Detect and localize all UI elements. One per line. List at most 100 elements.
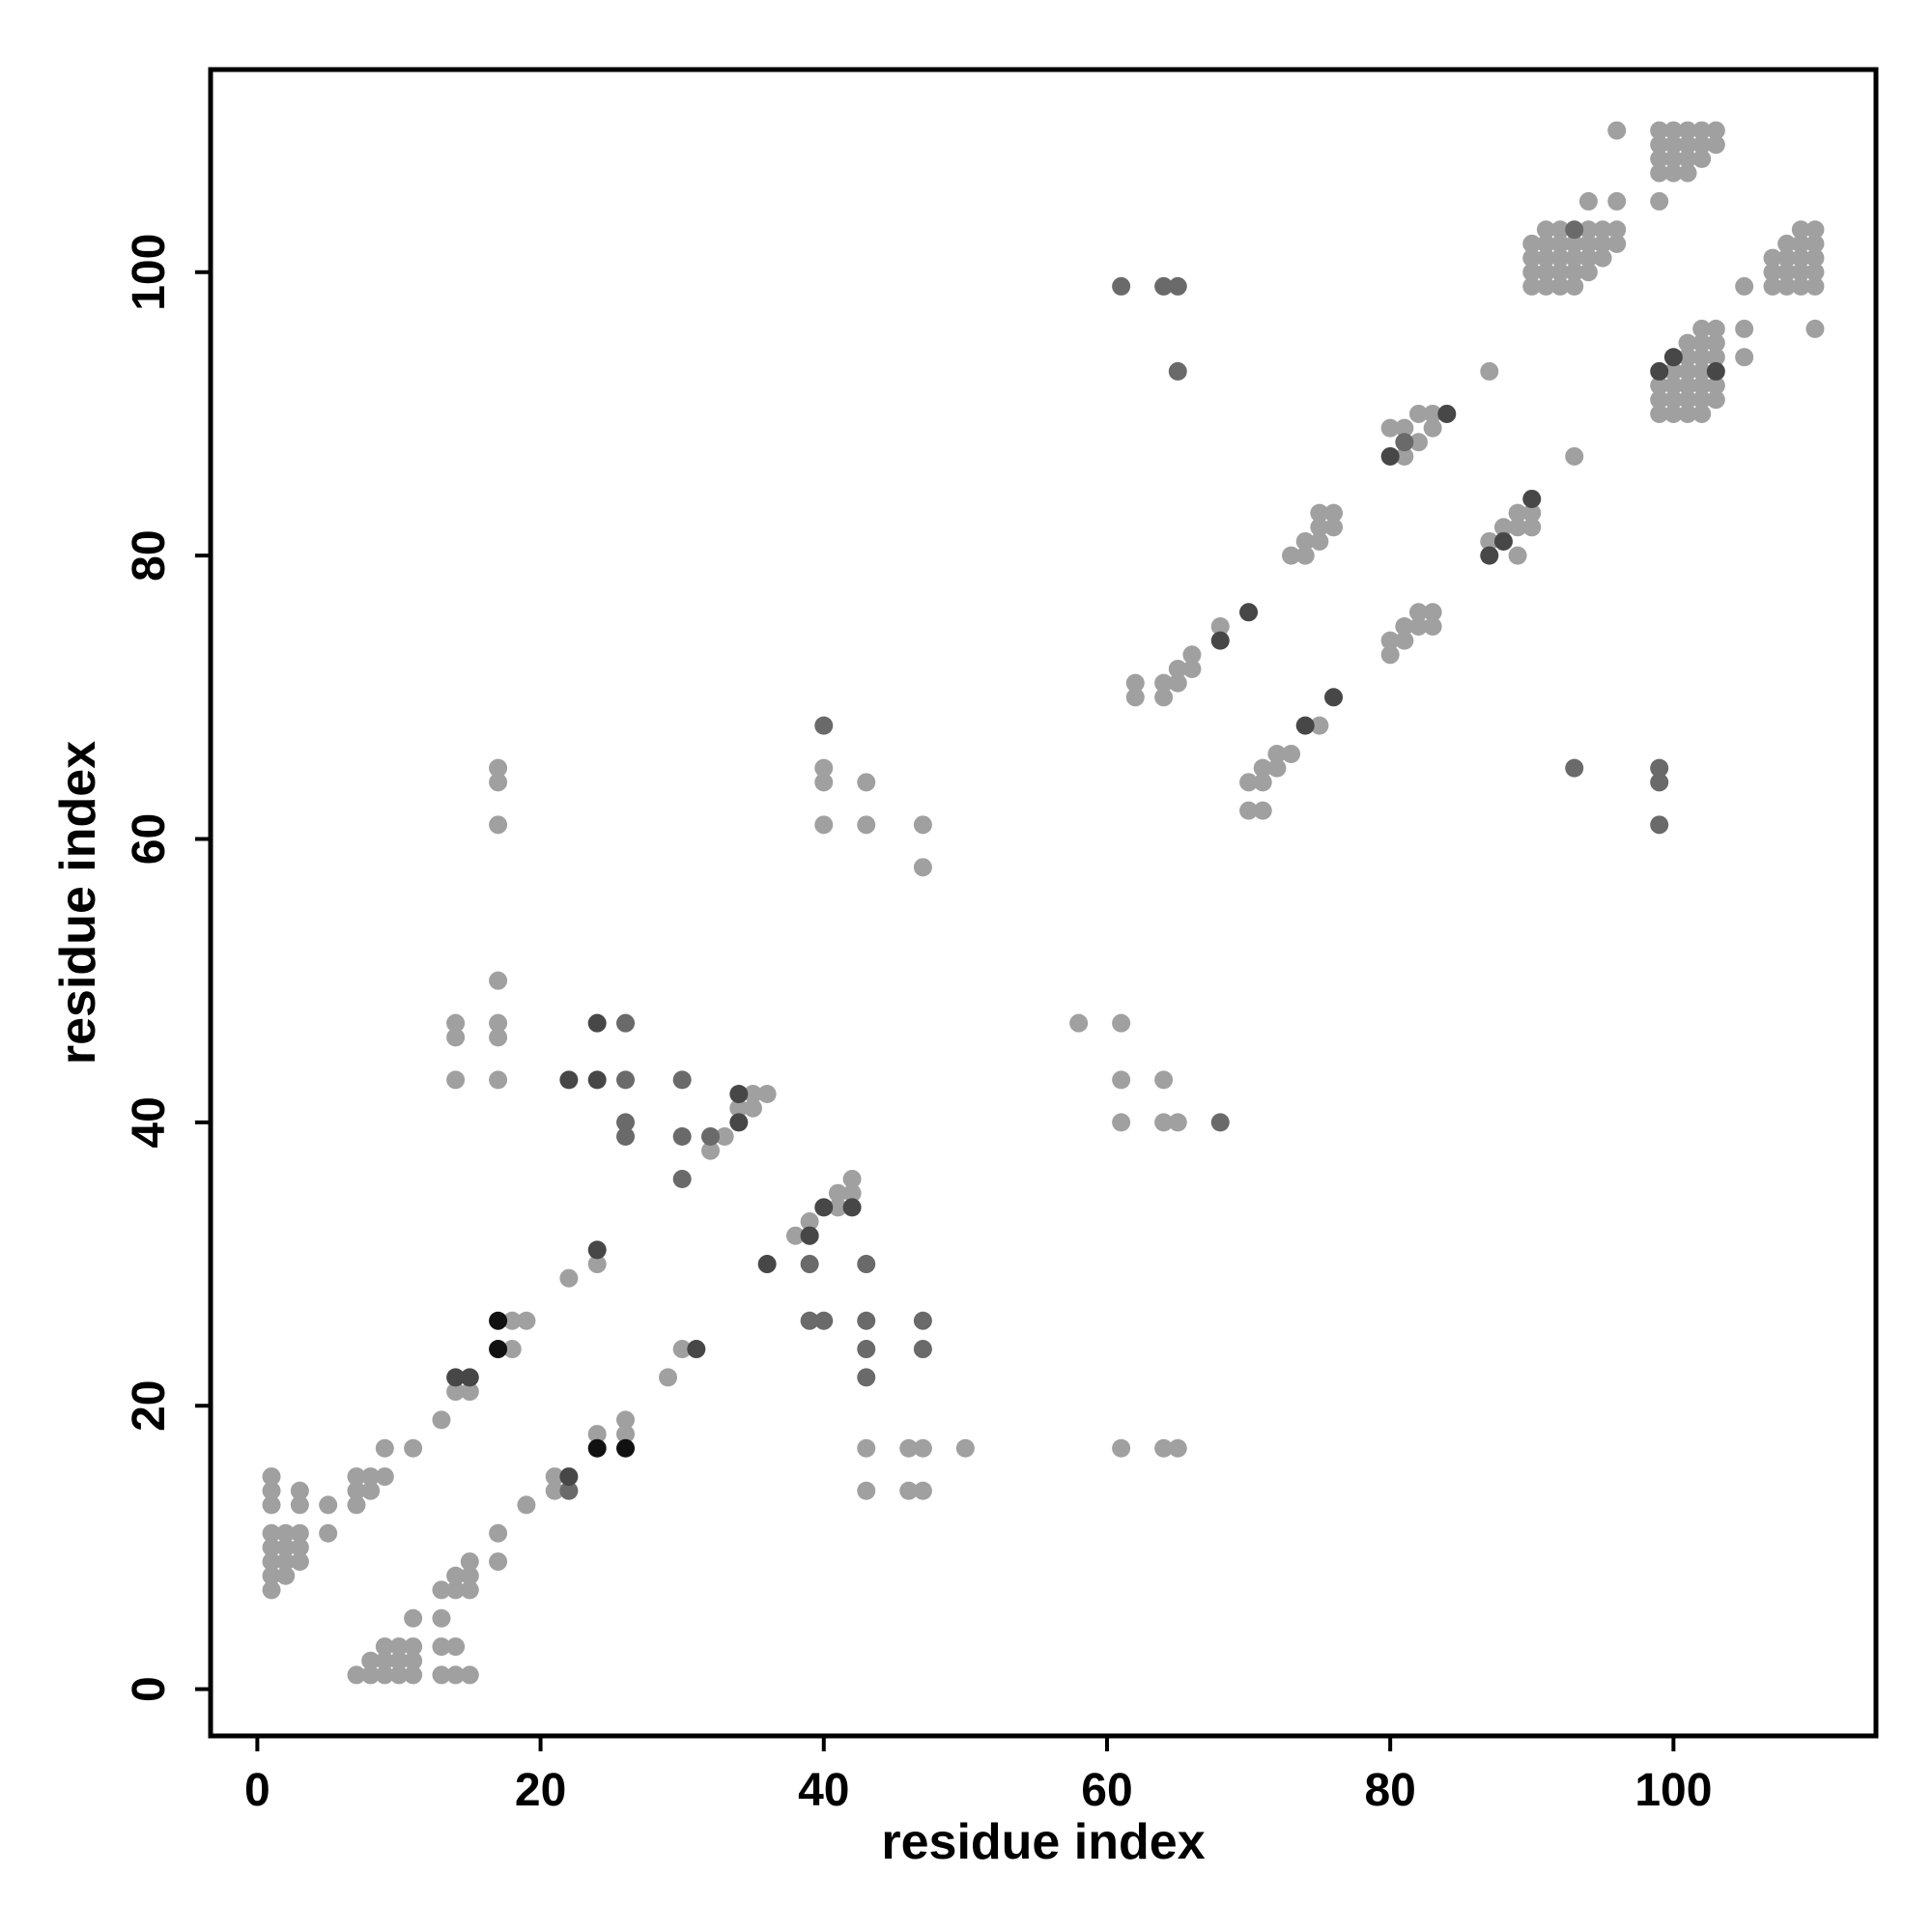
- contact-point: [1112, 1013, 1131, 1033]
- contact-point: [1550, 248, 1570, 268]
- contact-point: [489, 971, 508, 990]
- contact-point: [1522, 263, 1542, 282]
- contact-point: [432, 1410, 451, 1430]
- x-tick-label: 40: [798, 1765, 849, 1816]
- contact-point: [1777, 263, 1797, 282]
- contact-point: [857, 1481, 876, 1500]
- contact-point: [1678, 348, 1697, 367]
- contact-point: [446, 1566, 466, 1585]
- contact-point: [489, 1070, 508, 1090]
- contact-point: [1650, 773, 1669, 792]
- contact-point: [1324, 518, 1344, 537]
- contact-point: [1395, 418, 1414, 438]
- contact-point: [489, 815, 508, 835]
- contact-point: [715, 1127, 734, 1147]
- contact-point: [347, 1665, 366, 1685]
- contact-point: [1805, 263, 1825, 282]
- contact-point: [1565, 234, 1584, 253]
- contact-point: [1805, 319, 1825, 338]
- contact-point: [857, 1311, 876, 1330]
- contact-point: [1522, 503, 1542, 523]
- contact-point: [899, 1481, 919, 1500]
- contact-point: [828, 1183, 847, 1203]
- contact-point: [404, 1637, 423, 1657]
- contact-point: [814, 1311, 834, 1330]
- contact-point: [1692, 319, 1712, 338]
- contact-point: [1508, 518, 1527, 537]
- contact-point: [757, 1085, 777, 1104]
- contact-point: [1578, 220, 1598, 240]
- contact-point: [1565, 276, 1584, 296]
- contact-point: [1210, 631, 1230, 650]
- contact-point: [587, 1255, 607, 1274]
- contact-point: [757, 1255, 777, 1274]
- contact-point: [913, 815, 932, 835]
- contact-point: [276, 1538, 296, 1557]
- contact-point: [1678, 376, 1697, 395]
- contact-point: [1565, 758, 1584, 778]
- contact-point: [1310, 716, 1329, 735]
- x-axis-title: residue index: [881, 1814, 1205, 1870]
- contact-point: [1678, 135, 1697, 155]
- contact-point: [404, 1608, 423, 1628]
- contact-point: [489, 758, 508, 778]
- contact-point: [432, 1637, 451, 1657]
- contact-point: [290, 1481, 309, 1500]
- contact-point: [502, 1311, 522, 1330]
- contact-point: [1423, 418, 1442, 438]
- contact-point: [1423, 404, 1442, 423]
- contact-point: [1154, 688, 1174, 707]
- contact-point: [1522, 248, 1542, 268]
- contact-point: [1253, 801, 1272, 820]
- contact-point: [1663, 135, 1683, 155]
- contact-point: [290, 1538, 309, 1557]
- contact-point: [729, 1098, 749, 1118]
- contact-point: [446, 1665, 466, 1685]
- contact-point: [1650, 390, 1669, 410]
- contact-point: [1154, 1113, 1174, 1132]
- contact-point: [1706, 121, 1725, 140]
- contact-point: [616, 1113, 636, 1132]
- contact-point: [446, 1637, 466, 1657]
- contact-point: [1324, 688, 1344, 707]
- contact-point: [1565, 446, 1584, 466]
- contact-point: [1692, 361, 1712, 381]
- contact-point: [347, 1495, 366, 1515]
- contact-point: [404, 1438, 423, 1458]
- contact-point: [1253, 773, 1272, 792]
- contact-point: [319, 1495, 338, 1515]
- contact-point: [1607, 234, 1627, 253]
- contact-point: [262, 1538, 281, 1557]
- contact-point: [1692, 135, 1712, 155]
- contact-point: [1437, 404, 1457, 423]
- contact-point: [460, 1580, 479, 1600]
- contact-point: [1112, 276, 1131, 296]
- contact-point: [913, 1311, 932, 1330]
- contact-point: [1154, 276, 1174, 296]
- contact-point: [1706, 319, 1725, 338]
- contact-point: [1253, 758, 1272, 778]
- contact-point: [899, 1438, 919, 1458]
- x-tick-label: 60: [1081, 1765, 1132, 1816]
- contact-point: [1536, 234, 1555, 253]
- contact-point: [1282, 546, 1301, 565]
- contact-point: [375, 1438, 394, 1458]
- contact-point: [1565, 263, 1584, 282]
- contact-point: [785, 1226, 805, 1245]
- contact-point: [857, 815, 876, 835]
- contact-point: [1295, 531, 1315, 551]
- contact-point: [276, 1566, 296, 1585]
- contact-point: [1267, 758, 1287, 778]
- contact-point: [1565, 248, 1584, 268]
- contact-point: [1210, 1113, 1230, 1132]
- contact-point: [1536, 263, 1555, 282]
- contact-point: [1650, 404, 1669, 423]
- contact-point: [800, 1311, 819, 1330]
- contact-point: [1168, 673, 1187, 693]
- contact-point: [842, 1198, 862, 1217]
- contact-point: [743, 1098, 762, 1118]
- contact-point: [1168, 276, 1187, 296]
- contact-point: [361, 1481, 381, 1500]
- contact-point: [1650, 135, 1669, 155]
- contact-point: [1663, 348, 1683, 367]
